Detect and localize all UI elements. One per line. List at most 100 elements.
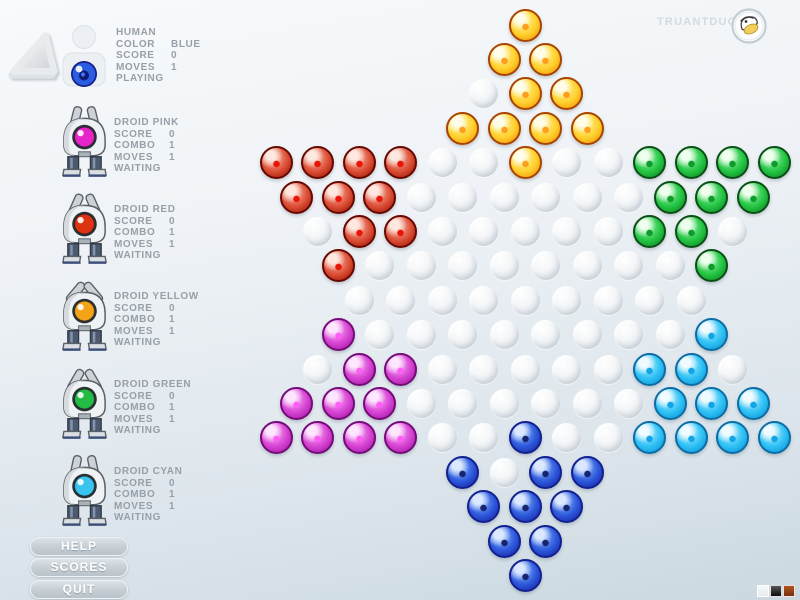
board-hole[interactable] <box>593 148 623 178</box>
marble-cyan[interactable] <box>674 421 708 455</box>
board-hole[interactable] <box>469 354 498 384</box>
marble-blue[interactable] <box>446 455 480 489</box>
board-hole[interactable] <box>614 251 644 281</box>
board-hole[interactable] <box>406 251 436 281</box>
board-hole[interactable] <box>614 182 644 212</box>
marble-yellow[interactable] <box>487 42 521 76</box>
board-hole[interactable] <box>406 388 436 418</box>
marble-cyan[interactable] <box>736 386 770 420</box>
board-hole[interactable] <box>572 182 602 212</box>
marble-blue[interactable] <box>529 524 563 558</box>
marble-red[interactable] <box>301 146 334 180</box>
board-hole[interactable] <box>344 285 374 315</box>
marble-red[interactable] <box>321 180 355 214</box>
duck-logo-icon[interactable] <box>731 8 767 44</box>
marble-blue[interactable] <box>508 490 542 524</box>
marble-red[interactable] <box>342 214 376 248</box>
marble-red[interactable] <box>321 249 355 283</box>
board-hole[interactable] <box>406 182 436 212</box>
board-hole[interactable] <box>365 251 395 281</box>
marble-blue[interactable] <box>508 558 542 592</box>
marble-magenta[interactable] <box>321 318 355 352</box>
marble-green[interactable] <box>633 146 666 180</box>
board-hole[interactable] <box>427 354 457 384</box>
board-hole[interactable] <box>531 251 561 281</box>
board-hole[interactable] <box>489 182 519 212</box>
board-hole[interactable] <box>448 320 478 350</box>
board-hole[interactable] <box>406 320 436 350</box>
board-hole[interactable] <box>552 285 581 315</box>
board-hole[interactable] <box>614 388 644 418</box>
board-hole[interactable] <box>469 216 498 246</box>
marble-green[interactable] <box>757 146 791 180</box>
board-hole[interactable] <box>593 354 623 384</box>
board-hole[interactable] <box>510 216 540 246</box>
marble-cyan[interactable] <box>633 421 666 455</box>
board-hole[interactable] <box>593 216 623 246</box>
board-hole[interactable] <box>448 182 478 212</box>
board-hole[interactable] <box>676 285 706 315</box>
board-hole[interactable] <box>469 285 498 315</box>
board-hole[interactable] <box>489 251 519 281</box>
board-hole[interactable] <box>572 251 602 281</box>
marble-yellow[interactable] <box>570 111 604 145</box>
theme-swatch-rust[interactable] <box>783 585 795 597</box>
marble-blue[interactable] <box>529 455 563 489</box>
board-hole[interactable] <box>510 354 540 384</box>
board-hole[interactable] <box>427 423 457 453</box>
marble-blue[interactable] <box>550 490 583 524</box>
marble-yellow[interactable] <box>446 111 480 145</box>
marble-magenta[interactable] <box>342 352 376 386</box>
marble-yellow[interactable] <box>508 77 542 111</box>
marble-magenta[interactable] <box>301 421 334 455</box>
board-hole[interactable] <box>552 423 581 453</box>
marble-cyan[interactable] <box>633 352 666 386</box>
marble-yellow[interactable] <box>529 42 563 76</box>
board-hole[interactable] <box>531 182 561 212</box>
board-hole[interactable] <box>469 79 498 109</box>
board-hole[interactable] <box>593 423 623 453</box>
marble-red[interactable] <box>342 146 376 180</box>
marble-magenta[interactable] <box>363 386 397 420</box>
board-hole[interactable] <box>365 320 395 350</box>
marble-green[interactable] <box>695 180 729 214</box>
marble-blue[interactable] <box>487 524 521 558</box>
marble-yellow[interactable] <box>508 146 542 180</box>
board-hole[interactable] <box>531 388 561 418</box>
board-hole[interactable] <box>635 285 664 315</box>
help-button[interactable]: HELP <box>30 537 128 556</box>
theme-swatch-black[interactable] <box>770 585 782 597</box>
board-hole[interactable] <box>448 388 478 418</box>
quit-button[interactable]: QUIT <box>30 580 128 599</box>
board-hole[interactable] <box>469 423 498 453</box>
marble-blue[interactable] <box>570 455 604 489</box>
board-hole[interactable] <box>572 388 602 418</box>
marble-cyan[interactable] <box>757 421 791 455</box>
board-hole[interactable] <box>531 320 561 350</box>
board-hole[interactable] <box>448 251 478 281</box>
board-hole[interactable] <box>469 148 498 178</box>
marble-yellow[interactable] <box>529 111 563 145</box>
board-hole[interactable] <box>303 216 332 246</box>
marble-green[interactable] <box>674 146 708 180</box>
marble-magenta[interactable] <box>280 386 314 420</box>
board-hole[interactable] <box>718 354 747 384</box>
marble-green[interactable] <box>695 249 729 283</box>
marble-cyan[interactable] <box>716 421 749 455</box>
marble-cyan[interactable] <box>653 386 687 420</box>
board-hole[interactable] <box>489 320 519 350</box>
board-hole[interactable] <box>489 388 519 418</box>
marble-red[interactable] <box>384 146 417 180</box>
marble-magenta[interactable] <box>384 352 417 386</box>
marble-blue[interactable] <box>467 490 500 524</box>
board-hole[interactable] <box>718 216 747 246</box>
marble-red[interactable] <box>363 180 397 214</box>
marble-green[interactable] <box>674 214 708 248</box>
board-hole[interactable] <box>510 285 540 315</box>
marble-yellow[interactable] <box>508 8 542 42</box>
marble-red[interactable] <box>384 214 417 248</box>
marble-cyan[interactable] <box>695 386 729 420</box>
marble-magenta[interactable] <box>259 421 293 455</box>
marble-green[interactable] <box>716 146 749 180</box>
marble-red[interactable] <box>259 146 293 180</box>
